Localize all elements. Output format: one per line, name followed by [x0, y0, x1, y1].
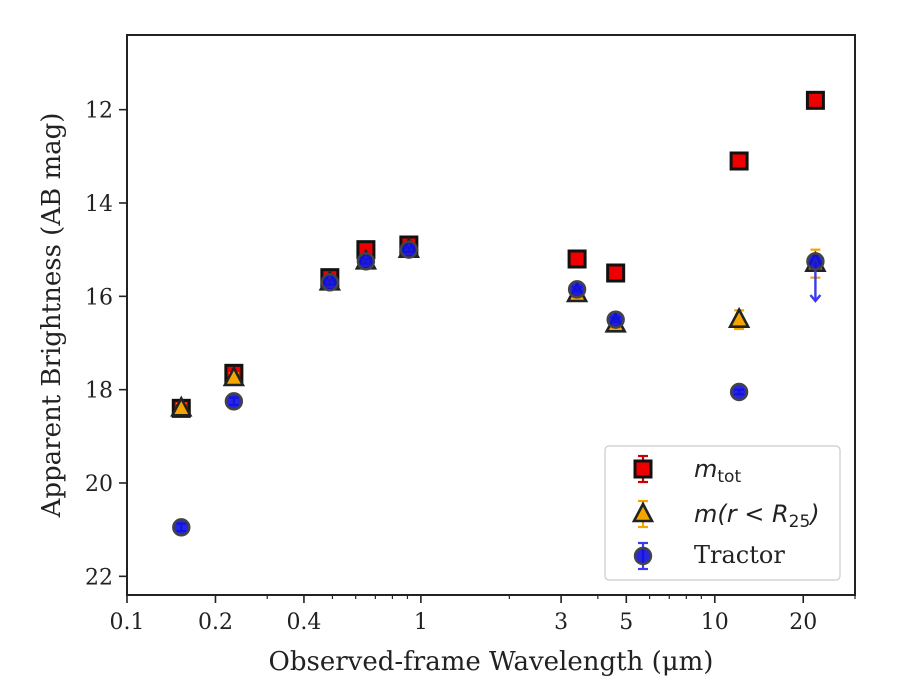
circle-marker [399, 240, 419, 259]
circle-marker-shape [806, 252, 825, 271]
circle-marker [633, 546, 653, 566]
axes-frame [126, 34, 856, 596]
legend-markers [631, 454, 655, 571]
series-circle [172, 240, 825, 537]
x-tick-label: 1 [414, 610, 428, 635]
legend-mr25-prefix: m(r < R [694, 500, 789, 528]
circle-marker-shape [399, 240, 419, 259]
x-tick-label: 20 [789, 610, 817, 635]
x-tick-label: 10 [701, 610, 729, 635]
square-marker [633, 459, 653, 479]
legend-mr25-sub: 25 [789, 512, 811, 532]
circle-marker-shape [172, 518, 191, 537]
circle-marker-shape [356, 252, 376, 271]
legend-label-mtot: mtot [694, 455, 741, 487]
legend-label-tractor: Tractor [694, 541, 785, 569]
x-tick-label: 0.1 [110, 610, 145, 635]
square-marker-shape [606, 263, 626, 283]
circle-marker [606, 310, 625, 329]
triangle-marker [727, 306, 751, 328]
legend: mtot m(r < R25) Tractor [604, 445, 841, 581]
square-marker-shape [567, 249, 587, 269]
triangle-marker-shape [727, 306, 751, 328]
circle-marker-shape [729, 382, 749, 402]
square-marker-shape [805, 90, 825, 110]
legend-mtot-sub: tot [717, 467, 741, 487]
square-marker [729, 151, 749, 171]
legend-label-mr25: m(r < R25) [694, 500, 820, 532]
triangle-marker-shape [170, 395, 193, 417]
circle-marker-shape [606, 310, 625, 329]
upper-limit-arrow-head [809, 294, 822, 303]
plot-area [170, 90, 827, 537]
x-tick-label: 0.2 [198, 610, 233, 635]
circle-marker-shape [567, 280, 587, 299]
y-tick-label: 22 [85, 565, 113, 590]
circle-marker-shape [633, 546, 653, 566]
y-tick-label: 18 [85, 379, 113, 404]
square-marker-shape [633, 459, 653, 479]
triangle-marker [631, 501, 655, 523]
legend-mr25-suffix: ) [808, 500, 819, 528]
square-marker [606, 263, 626, 283]
y-axis: 12 14 16 18 20 22 [85, 99, 127, 590]
triangle-marker [222, 365, 246, 387]
y-tick-label: 20 [85, 472, 113, 497]
x-tick-label: 0.4 [286, 610, 321, 635]
circle-marker-shape [320, 273, 340, 292]
y-tick-label: 14 [85, 192, 113, 217]
triangle-marker [170, 395, 193, 417]
square-marker-shape [729, 151, 749, 171]
series-square [171, 90, 825, 418]
x-axis: 0.1 0.2 0.4 1 3 5 10 20 [110, 595, 856, 635]
triangle-marker-shape [222, 365, 246, 387]
circle-marker [567, 280, 587, 299]
circle-marker [729, 382, 749, 402]
triangle-marker-shape [631, 501, 655, 523]
y-tick-label: 16 [85, 285, 113, 310]
x-axis-label: Observed-frame Wavelength (μm) [269, 647, 714, 677]
circle-marker [320, 273, 340, 292]
circle-marker [172, 518, 191, 537]
legend-mtot-main: m [694, 455, 717, 483]
x-tick-label: 3 [554, 610, 568, 635]
circle-marker-shape [224, 392, 244, 411]
square-marker [567, 249, 587, 269]
circle-marker [356, 252, 376, 271]
legend-box [604, 445, 841, 581]
circle-marker [806, 252, 825, 271]
y-axis-label: Apparent Brightness (AB mag) [37, 113, 67, 519]
y-tick-label: 12 [85, 99, 113, 124]
series-triangle [170, 236, 827, 417]
circle-marker [224, 392, 244, 411]
x-tick-label: 5 [619, 610, 633, 635]
square-marker [805, 90, 825, 110]
